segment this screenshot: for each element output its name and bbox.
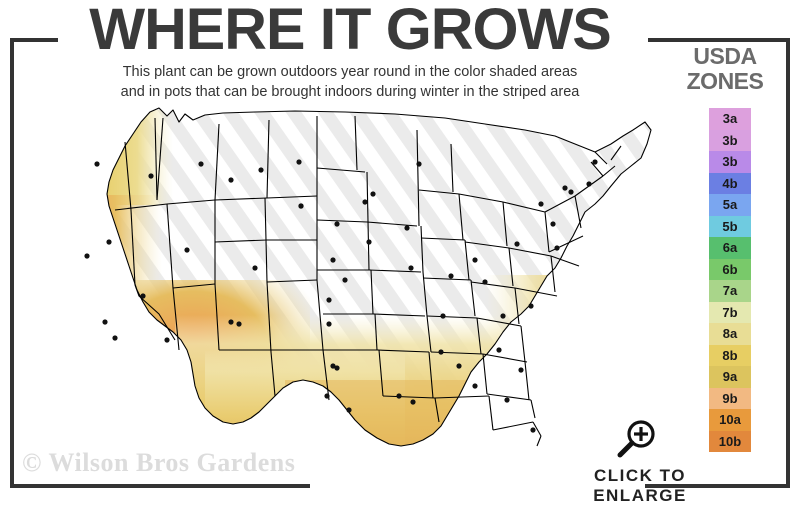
city-dot bbox=[554, 245, 560, 251]
legend-swatch-5a-4[interactable]: 5a bbox=[709, 194, 751, 216]
subtitle-line-2: and in pots that can be brought indoors … bbox=[120, 84, 580, 100]
city-dot bbox=[496, 347, 502, 353]
city-dot bbox=[586, 181, 592, 187]
legend-heading-line-2: ZONES bbox=[686, 68, 764, 94]
frame-border-top-left bbox=[10, 38, 58, 42]
legend-swatch-6a-6[interactable]: 6a bbox=[709, 237, 751, 259]
city-dot bbox=[456, 363, 462, 369]
legend-swatch-6b-7[interactable]: 6b bbox=[709, 258, 751, 280]
legend-swatch-8b-11[interactable]: 8b bbox=[709, 344, 751, 366]
city-dot bbox=[198, 161, 204, 167]
city-dot bbox=[334, 365, 340, 371]
city-dot bbox=[94, 161, 100, 167]
legend-swatch-10a-14[interactable]: 10a bbox=[709, 409, 751, 431]
city-dot bbox=[550, 221, 556, 227]
city-dot bbox=[370, 191, 376, 197]
frame-border-bottom-right bbox=[645, 484, 790, 488]
usda-zone-legend: 3a 3b 3b 4b 5a 5b 6a 6b 7a 7b 8a 8b 9a 9b 10a 10b bbox=[709, 108, 751, 452]
city-dot bbox=[252, 265, 258, 271]
city-dot bbox=[148, 173, 154, 179]
click-to-enlarge-label[interactable]: CLICK TO ENLARGE bbox=[593, 466, 687, 505]
city-dot bbox=[440, 313, 446, 319]
legend-swatch-3b-1[interactable]: 3b bbox=[709, 129, 751, 151]
city-dot bbox=[330, 257, 336, 263]
frame-border-top-right bbox=[648, 38, 790, 42]
city-dot bbox=[164, 337, 170, 343]
city-dot bbox=[518, 367, 524, 373]
city-dot bbox=[530, 427, 536, 433]
city-dot bbox=[408, 265, 414, 271]
city-dot bbox=[410, 399, 416, 405]
city-dot bbox=[342, 277, 348, 283]
city-dot bbox=[448, 273, 454, 279]
city-dot bbox=[538, 201, 544, 207]
city-dot bbox=[416, 161, 422, 167]
legend-swatch-9b-13[interactable]: 9b bbox=[709, 387, 751, 409]
legend-swatch-3b-2[interactable]: 3b bbox=[709, 151, 751, 173]
city-dot bbox=[102, 319, 108, 325]
city-dot bbox=[562, 185, 568, 191]
map-svg bbox=[84, 107, 652, 447]
city-dot bbox=[346, 407, 352, 413]
city-dots bbox=[84, 159, 598, 433]
city-dot bbox=[330, 363, 336, 369]
legend-swatch-8a-10[interactable]: 8a bbox=[709, 323, 751, 345]
shade-pacific-northwest bbox=[107, 110, 173, 205]
city-dot bbox=[568, 189, 574, 195]
city-dot bbox=[326, 321, 332, 327]
us-outline bbox=[106, 107, 652, 447]
frame-border-left bbox=[10, 38, 14, 488]
page-title: WHERE IT GROWS bbox=[89, 0, 611, 62]
city-dot bbox=[296, 159, 302, 165]
city-dot bbox=[472, 257, 478, 263]
legend-heading: USDA ZONES bbox=[660, 44, 790, 94]
city-dot bbox=[324, 393, 330, 399]
zone-map[interactable] bbox=[55, 100, 655, 455]
city-dot bbox=[112, 335, 118, 341]
city-dot bbox=[258, 167, 264, 173]
legend-swatch-10b-15[interactable]: 10b bbox=[709, 430, 751, 452]
legend-heading-line-1: USDA bbox=[693, 43, 757, 69]
watermark: © Wilson Bros Gardens bbox=[22, 448, 296, 477]
city-dot bbox=[366, 239, 372, 245]
city-dot bbox=[334, 221, 340, 227]
city-dot bbox=[326, 297, 332, 303]
city-dot bbox=[504, 397, 510, 403]
frame-border-bottom-left bbox=[10, 484, 310, 488]
subtitle-line-1: This plant can be grown outdoors year ro… bbox=[122, 64, 578, 80]
city-dot bbox=[84, 253, 90, 259]
city-dot bbox=[106, 239, 112, 245]
magnifier-plus-icon[interactable] bbox=[614, 418, 660, 460]
subtitle-text: This plant can be grown outdoors year ro… bbox=[40, 62, 660, 102]
legend-swatch-4b-3[interactable]: 4b bbox=[709, 172, 751, 194]
legend-swatch-5b-5[interactable]: 5b bbox=[709, 215, 751, 237]
frame-border-right bbox=[786, 38, 790, 488]
city-dot bbox=[396, 393, 402, 399]
city-dot bbox=[404, 225, 410, 231]
city-dot bbox=[140, 293, 146, 299]
city-dot bbox=[298, 203, 304, 209]
city-dot bbox=[500, 313, 506, 319]
shade-gulf-coast bbox=[285, 380, 505, 446]
city-dot bbox=[528, 303, 534, 309]
city-dot bbox=[472, 383, 478, 389]
legend-swatch-9a-12[interactable]: 9a bbox=[709, 366, 751, 388]
city-dot bbox=[228, 319, 234, 325]
city-dot bbox=[514, 241, 520, 247]
legend-swatch-3a-0[interactable]: 3a bbox=[709, 108, 751, 130]
city-dot bbox=[184, 247, 190, 253]
legend-swatch-7b-9[interactable]: 7b bbox=[709, 301, 751, 323]
city-dot bbox=[236, 321, 242, 327]
city-dot bbox=[592, 159, 598, 165]
city-dot bbox=[228, 177, 234, 183]
city-dot bbox=[482, 279, 488, 285]
city-dot bbox=[362, 199, 368, 205]
legend-swatch-7a-8[interactable]: 7a bbox=[709, 280, 751, 302]
city-dot bbox=[438, 349, 444, 355]
shade-atlantic-coast bbox=[485, 275, 595, 385]
